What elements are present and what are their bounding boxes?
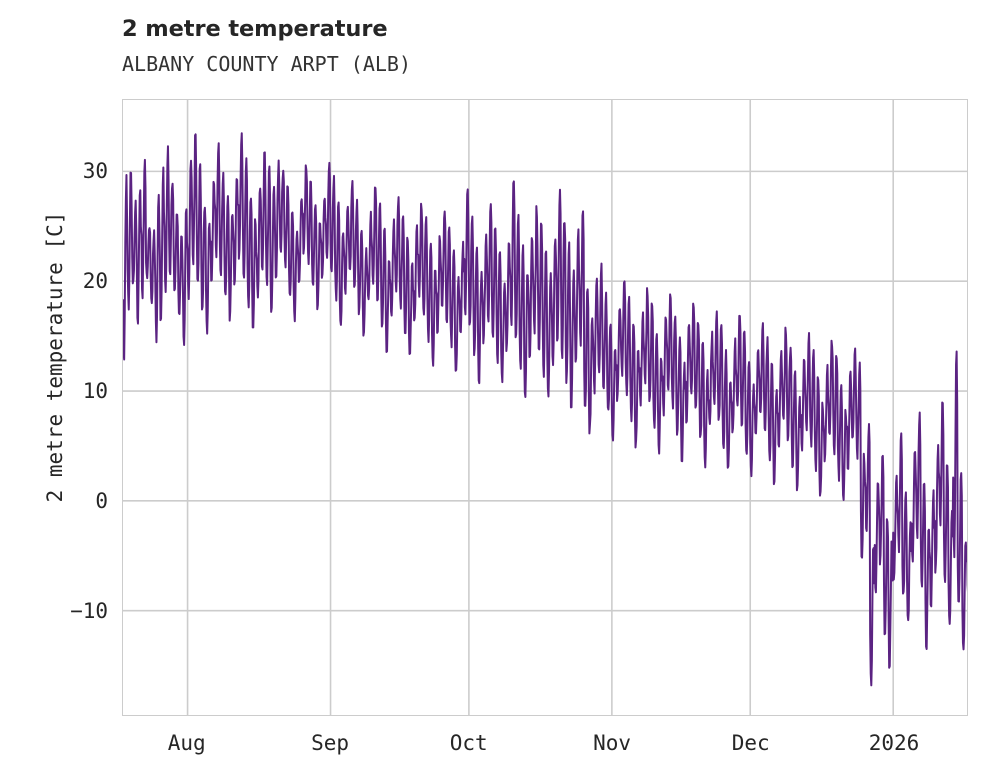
x-axis-tick-oct: Oct bbox=[449, 731, 488, 755]
y-axis-label: 2 metre temperature [C] bbox=[43, 211, 67, 503]
y-axis-tick-0: 0 bbox=[95, 489, 108, 514]
chart-title: 2 metre temperature bbox=[122, 16, 388, 42]
x-axis-tick-sep: Sep bbox=[311, 731, 349, 755]
chart-subtitle-station: ALBANY COUNTY ARPT (ALB) bbox=[122, 52, 411, 76]
x-axis-tick-nov: Nov bbox=[593, 731, 631, 755]
plot-area bbox=[122, 99, 968, 716]
y-axis-tick-30: 30 bbox=[82, 158, 108, 183]
x-axis-tick-2026: 2026 bbox=[868, 731, 920, 755]
y-axis-tick--10: −10 bbox=[70, 599, 108, 624]
x-axis-tick-aug: Aug bbox=[167, 731, 206, 755]
y-axis-tick-20: 20 bbox=[82, 268, 108, 293]
x-axis-tick-dec: Dec bbox=[731, 731, 770, 755]
temperature-series-line bbox=[123, 132, 967, 687]
y-axis-tick-10: 10 bbox=[82, 378, 108, 403]
